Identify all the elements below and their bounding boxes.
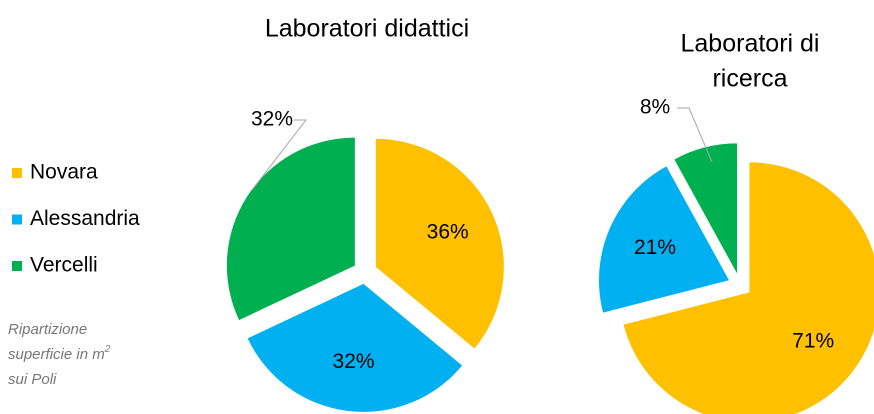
- caption-after: sui Poli: [8, 371, 57, 388]
- data-label: 71%: [792, 329, 834, 352]
- legend-swatch: [12, 214, 22, 225]
- legend-label: Alessandria: [30, 207, 140, 230]
- pie-slice: [375, 138, 504, 349]
- data-label: 8%: [640, 96, 670, 119]
- pie-slice: [623, 162, 874, 414]
- data-label: 36%: [427, 221, 469, 244]
- data-label: 21%: [634, 236, 676, 259]
- legend-label: Vercelli: [30, 254, 98, 277]
- pie-slice: [226, 137, 355, 321]
- leader-line: [251, 119, 308, 191]
- leader-line: [677, 107, 713, 163]
- chart-title: ricerca: [712, 65, 787, 93]
- caption: Ripartizione superficie in m2 sui Poli: [8, 321, 111, 388]
- pie-slice: [674, 143, 738, 274]
- caption-sup: 2: [104, 344, 111, 355]
- pie-slice: [598, 166, 729, 313]
- legend-label: Novara: [30, 161, 98, 184]
- pie-slice: [247, 283, 463, 412]
- data-label: 32%: [333, 350, 375, 373]
- data-label: 32%: [251, 108, 293, 131]
- chart-title: Laboratori didattici: [265, 15, 469, 43]
- chart-title: Laboratori di: [681, 30, 820, 58]
- legend-swatch: [12, 168, 22, 178]
- caption-text: Ripartizione superficie in m: [8, 321, 105, 363]
- legend-swatch: [12, 261, 22, 271]
